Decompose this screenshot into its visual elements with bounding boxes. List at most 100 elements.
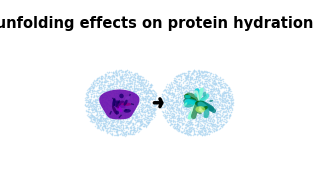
Point xyxy=(199,96,204,99)
Point xyxy=(168,84,173,87)
Point xyxy=(198,124,203,127)
Point xyxy=(182,77,187,80)
Point xyxy=(163,116,168,119)
Point xyxy=(160,93,165,96)
Point xyxy=(139,81,144,84)
Point xyxy=(136,108,141,112)
Point xyxy=(130,91,135,94)
Point xyxy=(102,72,107,75)
Point xyxy=(150,97,155,100)
Point xyxy=(222,97,227,100)
Point xyxy=(180,91,185,94)
Point xyxy=(205,93,211,96)
Point xyxy=(118,103,123,106)
Point xyxy=(184,102,190,105)
Point xyxy=(100,84,105,88)
Point xyxy=(206,95,211,98)
Point xyxy=(127,86,132,89)
Point xyxy=(173,116,178,119)
Point xyxy=(203,121,208,124)
Point xyxy=(175,103,180,106)
Point xyxy=(146,100,151,103)
Point xyxy=(137,81,142,84)
Point xyxy=(128,105,133,108)
Point xyxy=(160,93,165,96)
Point xyxy=(136,102,141,105)
Point xyxy=(161,103,166,106)
Point xyxy=(123,127,128,130)
Point xyxy=(176,90,181,93)
Point xyxy=(106,116,111,119)
Point xyxy=(119,73,124,76)
Point xyxy=(86,89,92,92)
Point xyxy=(188,133,193,136)
Point xyxy=(194,102,199,105)
Point xyxy=(216,105,221,108)
Point xyxy=(165,107,170,110)
Point xyxy=(101,111,106,114)
Point xyxy=(103,97,108,100)
Point xyxy=(218,102,224,105)
Point xyxy=(208,118,213,121)
Point xyxy=(116,125,121,128)
Point xyxy=(174,98,179,101)
Point xyxy=(192,83,197,86)
Point xyxy=(194,79,199,82)
Point xyxy=(201,128,206,131)
Point xyxy=(119,89,124,92)
Point xyxy=(96,86,101,89)
Point xyxy=(88,104,93,107)
Point xyxy=(200,81,205,84)
Point xyxy=(127,132,132,135)
Point xyxy=(100,88,105,91)
Point xyxy=(114,99,120,102)
Point xyxy=(194,116,199,119)
Point xyxy=(107,104,112,107)
Point xyxy=(165,96,170,99)
Point xyxy=(105,75,110,78)
Point xyxy=(118,117,123,120)
Point xyxy=(215,100,220,103)
Point xyxy=(176,118,181,121)
Point xyxy=(146,82,151,85)
Point xyxy=(195,94,200,97)
Point xyxy=(168,120,173,123)
Point xyxy=(200,118,205,121)
Point xyxy=(86,92,91,95)
Point xyxy=(116,92,121,95)
Point xyxy=(162,116,167,119)
Point xyxy=(225,90,231,93)
Point xyxy=(98,76,103,79)
Point xyxy=(199,104,204,107)
Point xyxy=(168,123,173,126)
Point xyxy=(197,129,202,132)
Point xyxy=(111,71,116,74)
Point xyxy=(107,75,112,78)
Point xyxy=(107,132,112,135)
Point xyxy=(105,132,110,135)
Point xyxy=(185,92,190,95)
Point xyxy=(109,71,114,74)
Point xyxy=(226,92,232,95)
Point xyxy=(122,112,128,115)
Point xyxy=(170,111,176,114)
Point xyxy=(184,75,190,78)
Point xyxy=(212,127,217,130)
Point xyxy=(111,111,116,114)
Point xyxy=(139,83,144,86)
Point xyxy=(151,93,156,96)
Point xyxy=(180,101,185,104)
Point xyxy=(215,112,220,115)
Point xyxy=(138,79,143,82)
Point xyxy=(99,120,104,123)
Point xyxy=(128,84,133,87)
Point xyxy=(110,123,115,126)
Point xyxy=(170,122,175,125)
Point xyxy=(93,121,99,124)
Point xyxy=(200,98,205,101)
Point xyxy=(202,119,207,122)
Point xyxy=(202,74,207,77)
Point xyxy=(204,92,209,95)
Point xyxy=(183,115,189,118)
Point xyxy=(200,87,205,90)
